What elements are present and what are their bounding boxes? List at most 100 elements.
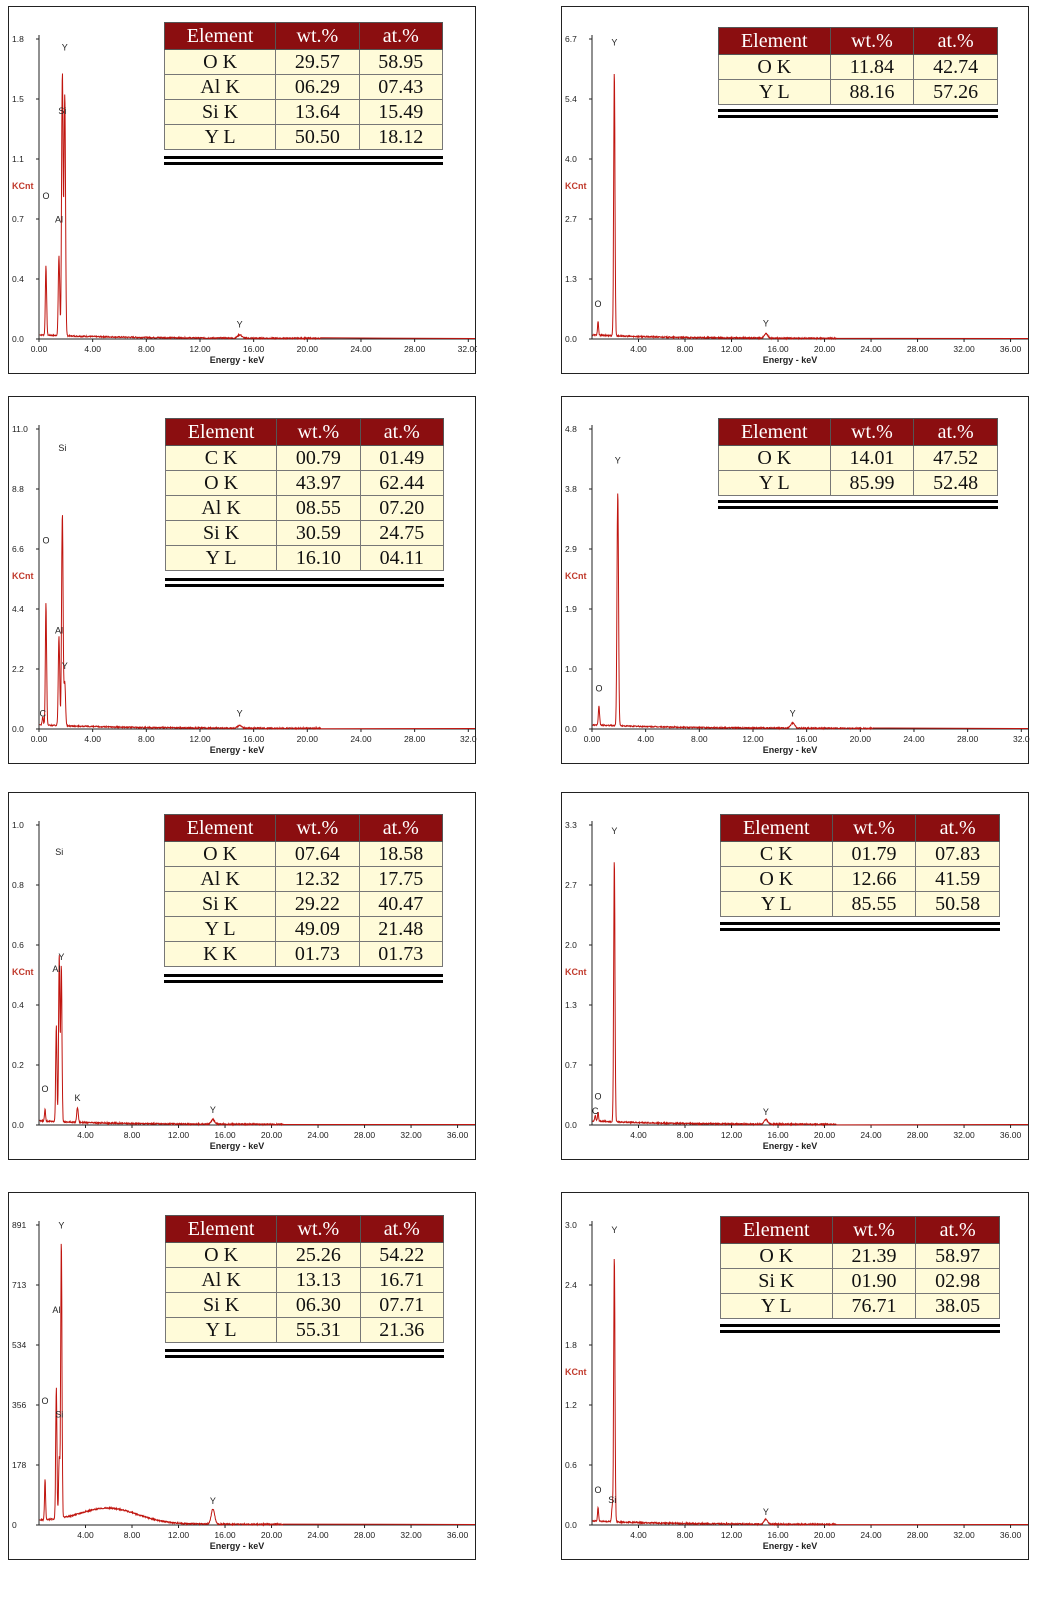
column-header: wt.% — [275, 814, 360, 842]
column-header: wt.% — [831, 1216, 917, 1244]
table-rule — [164, 980, 443, 983]
table-cell: 21.39 — [831, 1243, 917, 1269]
y-tick-label: 4.0 — [565, 154, 577, 164]
x-tick-label: 8.00 — [124, 1130, 141, 1140]
table-cell: Y L — [718, 470, 831, 496]
y-tick-label: 3.3 — [565, 820, 577, 830]
peak-label: O — [42, 191, 49, 201]
table-row: O K 12.66 41.59 — [720, 866, 1000, 892]
table-cell: 21.48 — [358, 916, 444, 942]
table-row: O K 11.84 42.74 — [718, 54, 998, 80]
table-cell: Al K — [164, 1267, 278, 1293]
table-header-row: Element wt.% at.% — [720, 1216, 1000, 1244]
table-cell: O K — [163, 841, 277, 867]
x-tick-label: 4.00 — [84, 344, 101, 354]
x-tick-label: 8.00 — [124, 1530, 141, 1540]
spectrum-line — [592, 862, 1029, 1127]
peak-label: Al — [55, 214, 63, 224]
composition-table: Element wt.% at.% C K 00.79 01.49 O K 43.97 62.4… — [164, 418, 445, 571]
x-tick-label: 0.00 — [31, 344, 48, 354]
peak-label: O — [42, 1084, 49, 1094]
x-tick-label: 8.00 — [138, 344, 155, 354]
y-tick-label: 2.4 — [565, 1280, 577, 1290]
spectrum-line — [39, 955, 476, 1127]
x-tick-label: 36.00 — [447, 1530, 469, 1540]
x-axis-title: Energy - keV — [763, 1141, 818, 1151]
y-tick-label: 1.5 — [12, 94, 24, 104]
table-cell: 14.01 — [829, 445, 915, 471]
peak-label: Y — [611, 38, 617, 48]
table-cell: 07.71 — [359, 1292, 445, 1318]
table-rule — [164, 162, 443, 165]
eds-spectrum-chart-5: 0.0 0.2 0.4 0.6 0.8 1.0 4.00 8.00 12.00 16.00 20.0… — [12, 820, 476, 1151]
x-tick-label: 8.00 — [677, 1530, 694, 1540]
table-cell: Al K — [164, 495, 278, 521]
table-header-row: Element wt.% at.% — [720, 814, 1000, 842]
column-header: wt.% — [831, 814, 917, 842]
peak-label: O — [595, 684, 602, 694]
x-tick-label: 20.00 — [814, 1530, 836, 1540]
table-row: Y L 16.10 04.11 — [164, 545, 445, 571]
table-cell: 01.79 — [831, 841, 917, 867]
peak-label: Si — [608, 1495, 616, 1505]
peak-label: O — [42, 1396, 49, 1406]
y-axis-title: KCnt — [12, 181, 34, 191]
table-header-row: Element wt.% at.% — [718, 418, 998, 446]
table-cell: 57.26 — [913, 79, 998, 105]
peak-label: Al — [52, 1305, 60, 1315]
peak-label: Y — [210, 1496, 216, 1506]
y-tick-label: 1.3 — [565, 1000, 577, 1010]
column-header: Element — [163, 22, 277, 50]
composition-table-wrap-8: Element wt.% at.% O K 21.39 58.97 Si K 01.90 02.… — [720, 1216, 1000, 1333]
table-cell: O K — [164, 470, 278, 496]
peak-label: O — [595, 1092, 602, 1102]
table-cell: 40.47 — [358, 891, 444, 917]
peak-label: Y — [237, 319, 243, 329]
column-header: wt.% — [829, 27, 915, 55]
table-cell: 07.83 — [915, 841, 1000, 867]
peak-label: O — [595, 299, 602, 309]
column-header: wt.% — [276, 1215, 361, 1243]
y-tick-label: 0.0 — [565, 724, 577, 734]
table-cell: Al K — [163, 74, 277, 100]
x-tick-label: 28.00 — [907, 1530, 929, 1540]
y-axis-title: KCnt — [565, 1367, 587, 1377]
table-cell: 43.97 — [276, 470, 361, 496]
table-cell: 50.58 — [915, 891, 1000, 917]
composition-table-wrap-6: Element wt.% at.% C K 01.79 07.83 O K 12.66 41.5… — [720, 814, 1000, 931]
y-tick-label: 0 — [12, 1520, 17, 1530]
peak-label: Al — [52, 964, 60, 974]
table-cell: Y L — [164, 545, 278, 571]
x-tick-label: 28.00 — [907, 1130, 929, 1140]
table-row: C K 01.79 07.83 — [720, 841, 1000, 867]
table-cell: 15.49 — [358, 99, 444, 125]
table-row: Y L 85.99 52.48 — [718, 470, 998, 496]
x-tick-label: 4.00 — [630, 344, 647, 354]
composition-table: Element wt.% at.% O K 21.39 58.97 Si K 01.90 02.… — [720, 1216, 1000, 1319]
column-header: at.% — [913, 418, 998, 446]
table-rule — [720, 922, 1000, 925]
y-tick-label: 1.2 — [565, 1400, 577, 1410]
table-cell: 47.52 — [913, 445, 998, 471]
peak-label: Y — [611, 826, 617, 836]
composition-table-wrap-7: Element wt.% at.% O K 25.26 54.22 Al K 13.13 16.… — [164, 1215, 445, 1358]
eds-spectrum-chart-8: 0.0 0.6 1.2 1.8 2.4 3.0 4.00 8.00 12.00 16.00 20.0… — [565, 1220, 1029, 1551]
table-rule — [164, 974, 443, 977]
x-tick-label: 4.00 — [84, 734, 101, 744]
x-axis-title: Energy - keV — [763, 355, 818, 365]
table-cell: Si K — [164, 520, 278, 546]
table-cell: Si K — [163, 891, 277, 917]
table-cell: 16.71 — [359, 1267, 445, 1293]
table-cell: 55.31 — [276, 1317, 361, 1343]
table-cell: 18.12 — [358, 124, 444, 150]
y-tick-label: 1.9 — [565, 604, 577, 614]
table-cell: 06.30 — [276, 1292, 361, 1318]
x-tick-label: 32.00 — [953, 1530, 975, 1540]
x-tick-label: 8.00 — [677, 344, 694, 354]
y-tick-label: 2.7 — [565, 214, 577, 224]
y-tick-label: 178 — [12, 1460, 26, 1470]
table-cell: 17.75 — [358, 866, 444, 892]
y-tick-label: 0.8 — [12, 880, 24, 890]
table-cell: 12.32 — [275, 866, 360, 892]
y-tick-label: 0.6 — [565, 1460, 577, 1470]
